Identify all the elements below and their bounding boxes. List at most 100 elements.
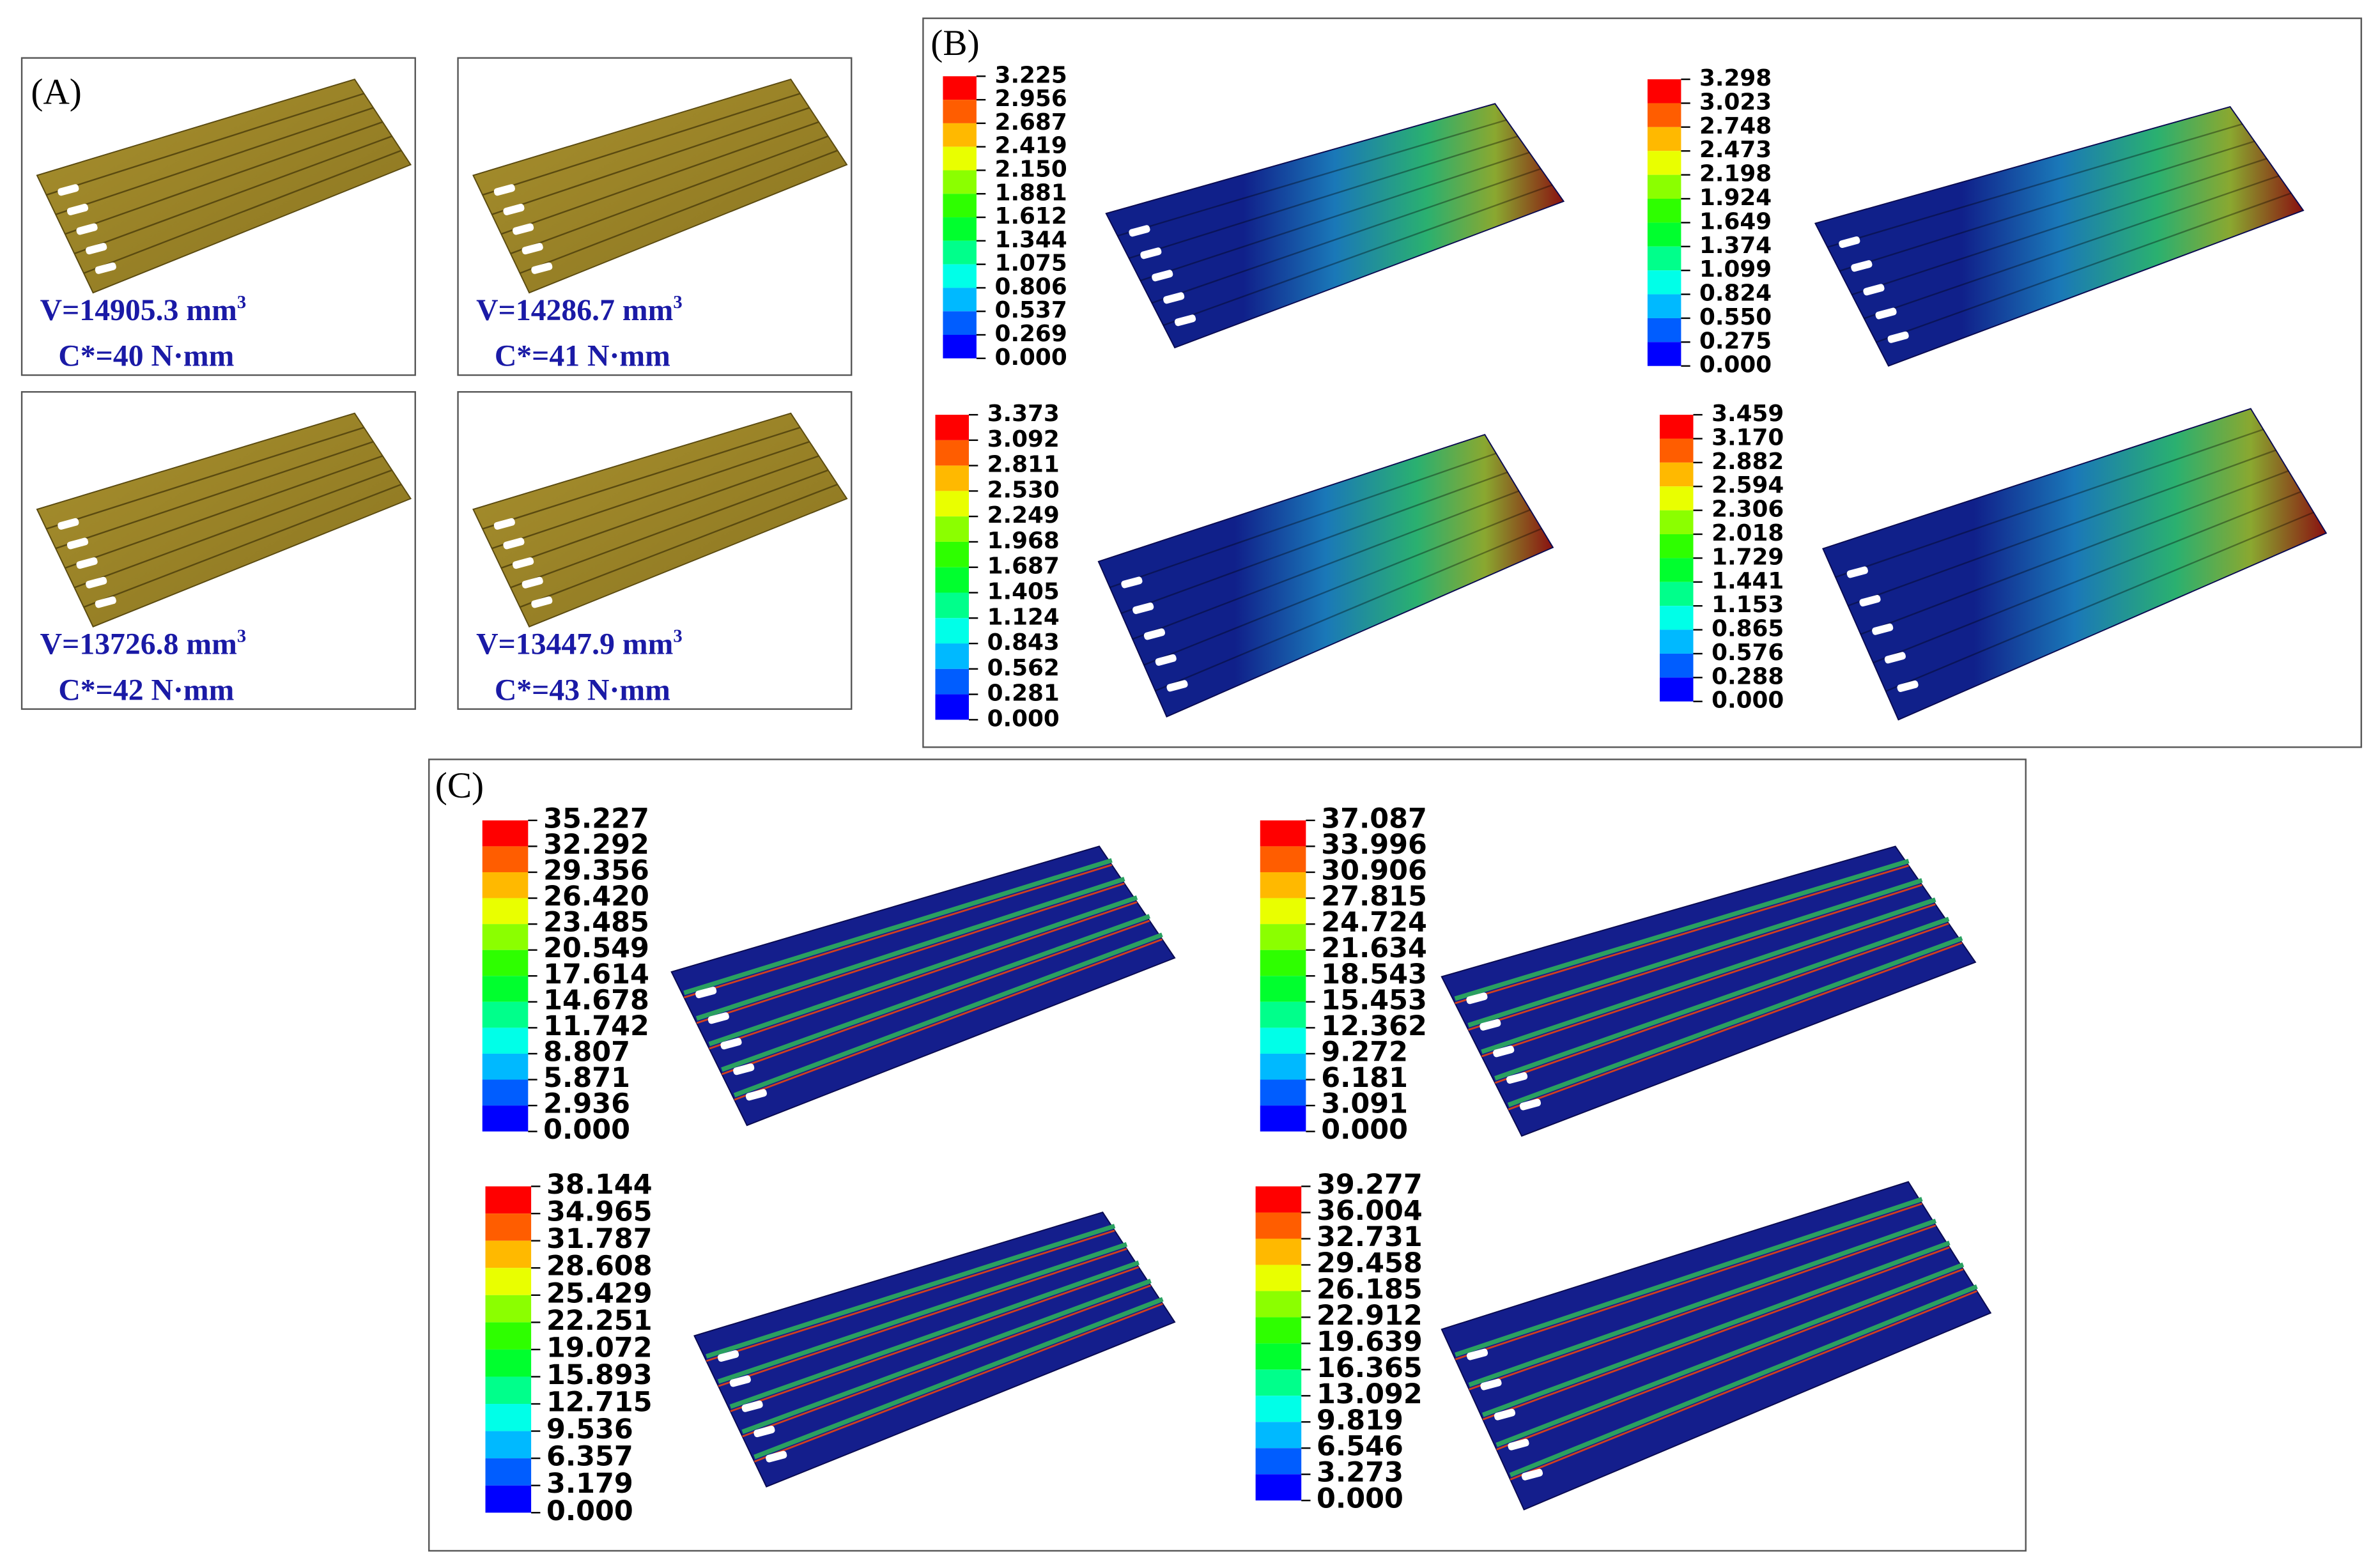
legend-band	[935, 440, 969, 466]
legend-band	[482, 1079, 529, 1106]
legend-band	[1647, 199, 1681, 223]
stress-edge	[753, 1302, 1163, 1463]
legend-label: 3.373	[987, 401, 1060, 427]
legend-band	[1659, 462, 1694, 487]
legend-band	[485, 1295, 532, 1323]
volume-exponent: 3	[673, 292, 682, 312]
legend-band	[482, 976, 529, 1002]
legend-band	[485, 1376, 532, 1405]
legend-label: 1.441	[1712, 568, 1784, 594]
legend-label: 1.153	[1712, 592, 1784, 618]
legend-label: 0.000	[1317, 1483, 1403, 1515]
legend-band	[943, 100, 977, 123]
legend-band	[1255, 1396, 1302, 1422]
legend-band	[1255, 1186, 1302, 1213]
legend-label: 6.357	[546, 1441, 633, 1473]
legend-label: 2.936	[543, 1088, 630, 1120]
legend-label: 17.614	[543, 959, 649, 990]
stress-edge	[721, 920, 1150, 1075]
legend-band	[1260, 820, 1306, 847]
hole	[1521, 1468, 1543, 1481]
stress-band	[1509, 1284, 1978, 1477]
legend-label: 35.227	[543, 803, 649, 835]
hole	[512, 557, 534, 569]
stress-band	[1481, 897, 1936, 1054]
legend-band	[943, 194, 977, 218]
legend-label: 32.292	[543, 829, 649, 861]
hole	[1851, 260, 1873, 272]
ridge	[65, 121, 383, 235]
panel-label: (A)	[31, 72, 82, 112]
legend-band	[1647, 174, 1681, 199]
legend-label: 12.715	[546, 1387, 653, 1419]
legend-band	[1255, 1317, 1302, 1344]
hole	[1872, 623, 1894, 635]
legend-label: 33.996	[1321, 829, 1427, 861]
legend-label: 34.965	[546, 1196, 653, 1228]
legend-label: 1.344	[995, 227, 1067, 253]
ridge	[1876, 192, 2292, 343]
stress-band	[1494, 916, 1950, 1081]
stress-edge	[730, 1266, 1140, 1412]
panel-a-box	[20, 391, 416, 710]
plate	[1822, 408, 2328, 721]
legend-band	[943, 146, 977, 171]
legend-label: 1.924	[1699, 185, 1772, 211]
panel-b-box	[922, 17, 2362, 748]
hole	[1140, 247, 1162, 259]
legend-band	[485, 1268, 532, 1295]
legend-label: 0.806	[995, 273, 1067, 300]
ridge	[1120, 471, 1508, 614]
ridge	[1151, 167, 1542, 304]
legend-band	[1255, 1212, 1302, 1239]
legend-label: 0.865	[1712, 616, 1784, 642]
legend-band	[943, 240, 977, 265]
legend-label: 0.000	[546, 1495, 633, 1527]
legend-band	[1647, 342, 1681, 366]
legend-band	[482, 898, 529, 925]
legend-label: 2.473	[1699, 137, 1772, 163]
ridge	[1873, 491, 2301, 664]
stress-edge	[706, 1229, 1115, 1362]
legend-band	[1659, 629, 1694, 654]
legend-band	[1659, 486, 1694, 511]
compliance-caption: C*=40 N·mm	[58, 339, 234, 373]
hole	[1480, 1019, 1501, 1031]
stress-edge	[709, 901, 1138, 1050]
legend-band	[485, 1240, 532, 1268]
legend-label: 1.649	[1699, 208, 1772, 235]
hole	[493, 184, 515, 196]
legend-band	[935, 465, 969, 491]
hole	[1494, 1408, 1516, 1421]
stress-edge	[1469, 1224, 1936, 1390]
legend-band	[1260, 1053, 1306, 1080]
volume: V=14286.7 mm	[476, 293, 673, 327]
legend-band	[943, 217, 977, 241]
hole	[95, 262, 116, 274]
legend-label: 2.198	[1699, 161, 1772, 187]
legend-label: 0.288	[1712, 663, 1784, 689]
legend-label: 1.687	[987, 553, 1060, 580]
legend-label: 28.608	[546, 1251, 653, 1282]
hole	[753, 1426, 775, 1438]
compliance-caption: C*=43 N·mm	[495, 673, 670, 707]
panel-label: (C)	[435, 766, 484, 806]
legend-band	[482, 872, 529, 898]
legend-band	[485, 1485, 532, 1513]
volume-caption: V=13447.9 mm3	[476, 626, 682, 661]
hole	[1121, 576, 1143, 589]
legend-band	[1260, 976, 1306, 1002]
legend-band	[1659, 534, 1694, 558]
legend-label: 18.543	[1321, 959, 1427, 990]
stress-band	[1455, 1197, 1923, 1357]
legend-label: 29.458	[1317, 1247, 1423, 1279]
hole	[1875, 307, 1897, 320]
ridge	[1851, 158, 2268, 296]
legend-band	[485, 1213, 532, 1241]
legend-label: 2.018	[1712, 520, 1784, 546]
hole	[58, 518, 79, 530]
hole	[1846, 566, 1868, 578]
legend-band	[943, 170, 977, 194]
legend-band	[482, 924, 529, 950]
